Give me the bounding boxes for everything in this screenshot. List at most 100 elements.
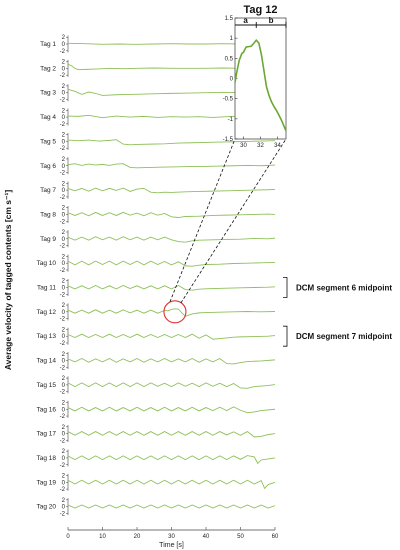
y-tick-label: 0 [62, 505, 66, 511]
tag-label: Tag 3 [40, 90, 56, 97]
series-line [67, 382, 276, 389]
inset-title: Tag 12 [243, 4, 277, 16]
tag-row-2: Tag 2 20-2 [40, 60, 275, 79]
annotation-text: DCM segment 6 midpoint [296, 284, 392, 293]
y-tick-label: 0 [62, 334, 66, 340]
x-tick-label: 10 [99, 534, 106, 540]
y-tick-label: 0 [62, 115, 66, 121]
tag-label: Tag 15 [36, 382, 56, 389]
inset-x-tick-label: 30 [240, 143, 247, 149]
y-tick-label: 2 [62, 60, 66, 66]
y-tick-label: 2 [62, 279, 66, 285]
y-tick-label: 0 [62, 139, 66, 145]
tag-row-9: Tag 9 20-2 [40, 230, 276, 250]
tag-label: Tag 20 [36, 504, 56, 511]
y-tick-label: 2 [62, 157, 66, 163]
y-tick-label: -2 [60, 49, 66, 55]
tag-row-20: Tag 20 20-2 [36, 498, 276, 517]
inset-x-tick-label: 34 [274, 143, 281, 149]
y-tick-label: 0 [62, 188, 66, 194]
inset-x-tick-label: 32 [257, 143, 264, 149]
x-tick-label: 30 [168, 534, 175, 540]
series-line [67, 479, 276, 490]
segment-label: a [243, 16, 248, 25]
y-tick-label: 2 [62, 352, 66, 358]
y-tick-label: -2 [60, 73, 66, 79]
tag-row-10: Tag 10 20-2 [36, 254, 276, 274]
y-tick-label: 2 [62, 84, 66, 90]
series-line [67, 88, 276, 96]
series-line [67, 504, 276, 509]
y-tick-label: -2 [60, 195, 66, 201]
annotation-bracket [283, 277, 288, 298]
y-tick-label: 0 [62, 456, 66, 462]
y-tick-label: 2 [62, 206, 66, 212]
y-tick-label: 0 [62, 286, 66, 292]
series-line [67, 455, 276, 465]
highlight-circle [163, 300, 187, 324]
y-tick-label: 2 [62, 181, 66, 187]
tag-row-3: Tag 3 20-2 [40, 84, 276, 104]
x-tick-label: 0 [66, 534, 70, 540]
y-tick-label: 2 [62, 133, 66, 139]
y-tick-label: 2 [62, 498, 66, 504]
tag-label: Tag 16 [36, 406, 56, 413]
tag-row-6: Tag 6 20-2 [40, 157, 276, 177]
y-tick-label: 0 [62, 407, 66, 413]
inset-chart: Tag 12 1.5 1 0.5 0 -0.5 -1 -1.5 30 32 34 a b [223, 4, 287, 149]
y-tick-label: -2 [60, 146, 66, 152]
inset-y-tick-label: -0.5 [223, 97, 234, 103]
series-line [67, 333, 276, 340]
y-tick-label: 2 [62, 108, 66, 114]
y-tick-label: -2 [60, 414, 66, 420]
tag-label: Tag 4 [40, 114, 56, 121]
inset-y-tick-label: 0 [230, 77, 234, 83]
annotation-bracket [283, 325, 288, 347]
y-tick-label: 0 [62, 383, 66, 389]
y-tick-label: 2 [62, 400, 66, 406]
tag-row-15: Tag 15 20-2 [36, 376, 276, 396]
y-tick-label: -2 [60, 244, 66, 250]
tag-label: Tag 2 [40, 65, 56, 72]
tag-label: Tag 17 [36, 431, 56, 438]
series-line [67, 187, 276, 194]
series-line [67, 163, 276, 169]
y-tick-label: 2 [62, 376, 66, 382]
inset-segment-b: b [256, 16, 287, 28]
annotations: DCM segment 6 midpoint DCM segment 7 midp… [163, 277, 392, 347]
tag-label: Tag 8 [40, 211, 56, 218]
tag-row-18: Tag 18 20-2 [36, 449, 276, 469]
tag-label: Tag 9 [40, 236, 56, 243]
inset-y-tick-label: 1.5 [225, 16, 234, 22]
y-tick-label: 0 [62, 164, 66, 170]
inset-y-tick-label: -1.5 [223, 137, 234, 143]
tag-label: Tag 5 [40, 138, 56, 145]
y-tick-label: -2 [60, 438, 66, 444]
x-axis: 0 10 20 30 40 50 60 [66, 527, 279, 540]
inset-y-tick-label: 1 [230, 36, 234, 42]
segment-label: b [269, 16, 274, 25]
y-tick-label: 2 [62, 327, 66, 333]
inset-y-tick-label: -1 [228, 117, 234, 123]
tag-row-19: Tag 19 20-2 [36, 474, 276, 493]
y-tick-label: -2 [60, 171, 66, 177]
tag-row-7: Tag 7 20-2 [40, 181, 276, 201]
y-tick-label: 0 [62, 212, 66, 218]
series-line [67, 431, 276, 438]
series-line [67, 260, 276, 267]
y-tick-label: 0 [62, 480, 66, 486]
tag-label: Tag 18 [36, 455, 56, 462]
y-tick-label: 0 [62, 432, 66, 438]
x-tick-label: 50 [237, 534, 244, 540]
series-line [67, 308, 276, 317]
tag-row-14: Tag 14 20-2 [36, 352, 276, 371]
y-tick-label: -2 [60, 268, 66, 274]
x-tick-label: 60 [272, 534, 279, 540]
y-tick-label: -2 [60, 341, 66, 347]
inset-series-line [234, 38, 287, 132]
tag-row-13: Tag 13 20-2 [36, 327, 276, 347]
y-tick-label: -2 [60, 390, 66, 396]
x-axis-label: Time [s] [159, 542, 184, 549]
y-tick-label: 0 [62, 42, 66, 48]
